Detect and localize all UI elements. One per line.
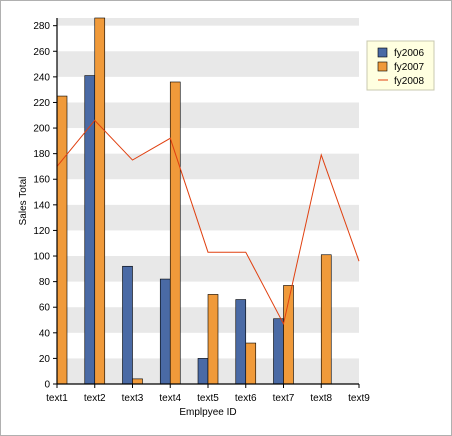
y-tick-label: 80: [39, 277, 51, 288]
y-tick-label: 220: [33, 98, 50, 109]
y-tick-label: 180: [33, 149, 50, 160]
y-tick-label: 40: [39, 328, 51, 339]
grid-band: [57, 18, 359, 26]
y-axis-title: Sales Total: [18, 177, 29, 226]
y-tick-label: 0: [44, 380, 50, 391]
grid-band: [57, 102, 359, 129]
x-tick-label: text2: [84, 393, 106, 404]
bar-fy2006-text5: [197, 358, 209, 385]
bar-fy2007-text6: [245, 342, 257, 385]
y-tick-label: 100: [33, 252, 50, 263]
y-tick-label: 120: [33, 226, 50, 237]
y-ticks: 0 20 40 60 80 100 120 140 160 180 200 220 240 260 280: [33, 21, 57, 391]
legend-label-fy2007: fy2007: [394, 62, 424, 73]
bar-fy2007-text1: [56, 95, 68, 385]
bar-fy2006-text6: [235, 299, 247, 385]
legend-swatch-fy2007: [377, 61, 388, 72]
x-tick-label: text1: [46, 393, 68, 404]
bar-fy2006-text4: [159, 278, 171, 385]
legend-label-fy2006: fy2006: [394, 48, 424, 59]
x-tick-label: text4: [159, 393, 181, 404]
x-tick-label: text6: [235, 393, 257, 404]
y-tick-label: 280: [33, 21, 50, 32]
legend: fy2006 fy2007 fy2008: [366, 40, 435, 91]
line-series: [56, 119, 360, 326]
bar-fy2007-text8: [320, 254, 332, 385]
bar-fy2007-text5: [207, 294, 219, 385]
grid-band: [57, 51, 359, 77]
y-tick-label: 20: [39, 354, 51, 365]
y-tick-label: 160: [33, 175, 50, 186]
bar-fy2006-text3: [122, 265, 133, 385]
y-tick-label: 260: [33, 47, 50, 58]
y-tick-label: 200: [33, 124, 50, 135]
x-axis-title: Emplpyee ID: [179, 407, 236, 418]
legend-label-fy2008: fy2008: [394, 76, 424, 87]
bar-fy2007-text3: [132, 378, 143, 385]
x-ticks: text1 text2 text3 text4 text5 text6 text7 text8…: [46, 384, 370, 404]
grid-band: [57, 153, 359, 180]
bar-fy2006-text7: [273, 318, 284, 385]
bar-fy2007-text2: [94, 17, 106, 385]
grid-band: [57, 256, 359, 282]
x-tick-label: text8: [310, 393, 332, 404]
y-tick-label: 140: [33, 200, 50, 211]
y-tick-label: 240: [33, 72, 50, 83]
x-tick-label: text9: [348, 393, 370, 404]
x-tick-label: text7: [273, 393, 295, 404]
y-tick-label: 60: [39, 303, 51, 314]
line-fy2008: [56, 119, 360, 326]
bar-fy2007-text4: [169, 81, 181, 385]
x-tick-label: text3: [122, 393, 144, 404]
legend-swatch-fy2006: [377, 47, 388, 58]
x-tick-label: text5: [197, 393, 219, 404]
